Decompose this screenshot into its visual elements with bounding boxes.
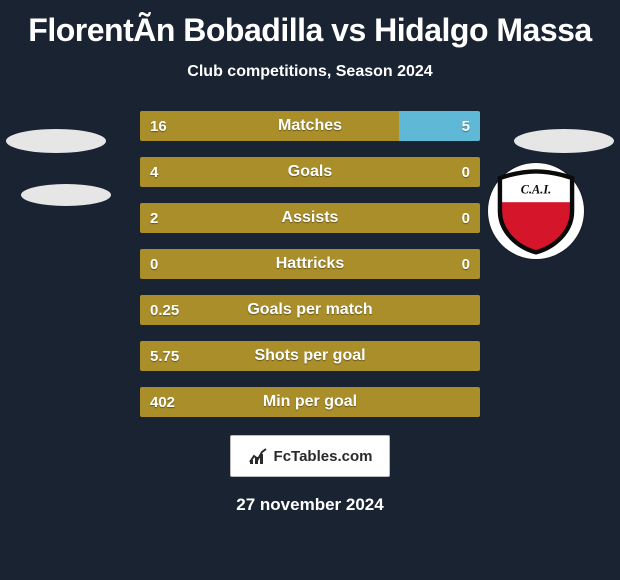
- footer-date: 27 november 2024: [0, 495, 620, 515]
- stat-value-left: 0.25: [150, 295, 179, 325]
- player-left-badge-1: [6, 121, 106, 161]
- stat-value-left: 16: [150, 111, 167, 141]
- player-right-badge-1: [514, 121, 614, 161]
- page-title: FlorentÃ­n Bobadilla vs Hidalgo Massa: [0, 0, 620, 49]
- club-crest-icon: C.A.I.: [492, 167, 580, 255]
- stat-row: Hattricks0 0: [140, 249, 480, 279]
- ellipse-placeholder-icon: [6, 129, 106, 153]
- stat-row: Matches16 5: [140, 111, 480, 141]
- stat-label: Assists: [140, 203, 480, 233]
- stat-label: Matches: [140, 111, 480, 141]
- stat-value-left: 4: [150, 157, 158, 187]
- stat-value-right: 0: [462, 203, 470, 233]
- stat-bars-container: Matches165Goals40Assists20Hattricks00Goa…: [140, 111, 480, 417]
- stat-label: Goals per match: [140, 295, 480, 325]
- stat-label: Goals: [140, 157, 480, 187]
- subtitle: Club competitions, Season 2024: [0, 63, 620, 81]
- chart-growth-icon: [248, 446, 268, 466]
- stat-value-right: 5: [462, 111, 470, 141]
- svg-text:C.A.I.: C.A.I.: [521, 182, 551, 196]
- stat-row: Goals per match0.25: [140, 295, 480, 325]
- footer-brand-text: FcTables.com: [274, 448, 373, 465]
- stat-value-right: 0: [462, 157, 470, 187]
- stat-row: Shots per goal5.75: [140, 341, 480, 371]
- stat-value-left: 402: [150, 387, 175, 417]
- ellipse-placeholder-icon: [21, 184, 111, 206]
- stat-value-left: 5.75: [150, 341, 179, 371]
- stat-value-left: 2: [150, 203, 158, 233]
- stat-value-right: 0: [462, 249, 470, 279]
- stat-row: Assists2 0: [140, 203, 480, 233]
- stat-row: Goals4 0: [140, 157, 480, 187]
- stat-label: Hattricks: [140, 249, 480, 279]
- ellipse-placeholder-icon: [514, 129, 614, 153]
- comparison-chart: C.A.I. Matches165Goals40Assists20Hattric…: [0, 111, 620, 417]
- club-crest-right: C.A.I.: [488, 163, 584, 259]
- stat-value-left: 0: [150, 249, 158, 279]
- footer-brand-badge: FcTables.com: [230, 435, 390, 477]
- player-left-badge-2: [16, 175, 116, 215]
- stat-row: Min per goal402: [140, 387, 480, 417]
- stat-label: Min per goal: [140, 387, 480, 417]
- stat-label: Shots per goal: [140, 341, 480, 371]
